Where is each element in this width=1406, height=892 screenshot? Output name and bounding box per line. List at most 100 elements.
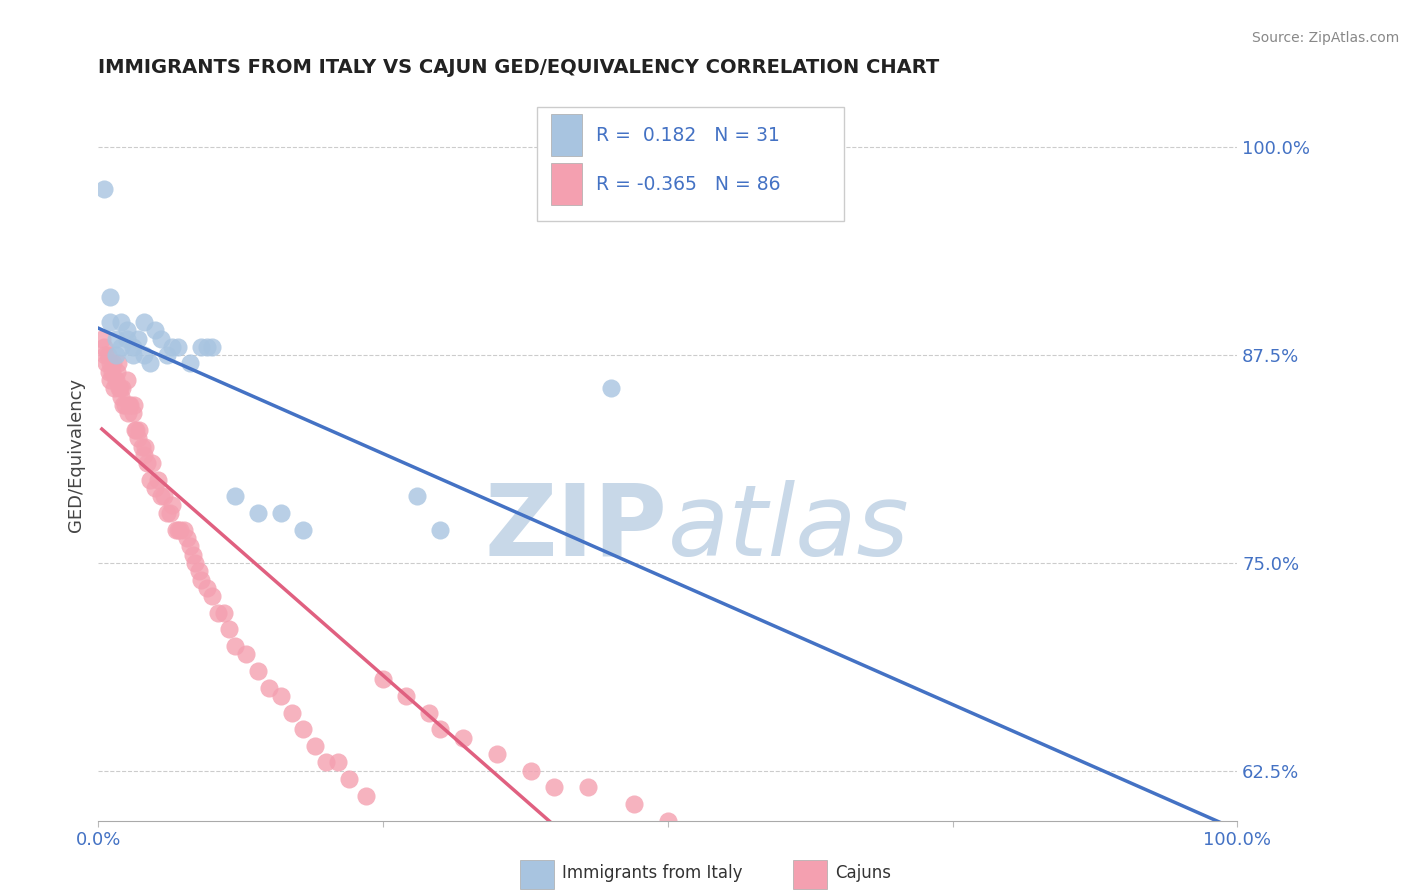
- Point: [195, 581, 218, 595]
- Point: [406, 490, 429, 504]
- Point: [520, 871, 543, 886]
- Point: [235, 648, 257, 662]
- Point: [145, 323, 167, 337]
- Point: [121, 340, 143, 354]
- Point: [162, 498, 184, 512]
- Point: [212, 606, 235, 620]
- Point: [121, 406, 143, 420]
- Point: [153, 490, 176, 504]
- Point: [371, 673, 394, 687]
- Point: [187, 564, 209, 578]
- Point: [107, 356, 129, 370]
- Point: [111, 381, 134, 395]
- Point: [156, 348, 179, 362]
- Point: [292, 523, 315, 537]
- Point: [104, 332, 127, 346]
- Point: [141, 456, 163, 470]
- Point: [136, 456, 159, 470]
- FancyBboxPatch shape: [520, 860, 554, 889]
- Point: [121, 348, 143, 362]
- Point: [176, 531, 198, 545]
- Point: [156, 506, 179, 520]
- Point: [770, 847, 793, 861]
- Point: [224, 490, 246, 504]
- Point: [520, 764, 543, 778]
- Point: [190, 573, 212, 587]
- Point: [429, 722, 451, 736]
- Point: [118, 398, 141, 412]
- Point: [110, 390, 132, 404]
- Point: [127, 332, 149, 346]
- Point: [159, 506, 181, 520]
- Point: [201, 589, 224, 603]
- Point: [304, 739, 326, 753]
- Point: [132, 315, 155, 329]
- Point: [132, 448, 155, 462]
- Point: [418, 706, 440, 720]
- Point: [167, 340, 190, 354]
- Point: [98, 356, 121, 370]
- FancyBboxPatch shape: [793, 860, 827, 889]
- Point: [218, 623, 240, 637]
- Point: [101, 365, 124, 379]
- Point: [108, 381, 131, 395]
- Point: [326, 756, 349, 770]
- Point: [150, 490, 173, 504]
- Point: [110, 315, 132, 329]
- Point: [150, 332, 173, 346]
- Point: [315, 756, 337, 770]
- Point: [131, 440, 153, 454]
- Text: IMMIGRANTS FROM ITALY VS CAJUN GED/EQUIVALENCY CORRELATION CHART: IMMIGRANTS FROM ITALY VS CAJUN GED/EQUIV…: [98, 57, 939, 77]
- FancyBboxPatch shape: [551, 163, 582, 205]
- Point: [127, 431, 149, 445]
- Point: [98, 373, 121, 387]
- Point: [115, 332, 138, 346]
- Point: [543, 780, 565, 795]
- Point: [93, 182, 115, 196]
- Point: [162, 340, 184, 354]
- Point: [207, 606, 229, 620]
- Point: [179, 356, 201, 370]
- Point: [146, 473, 169, 487]
- Point: [97, 365, 120, 379]
- Point: [565, 888, 588, 892]
- Point: [486, 747, 509, 761]
- Point: [600, 381, 623, 395]
- Point: [201, 340, 224, 354]
- Y-axis label: GED/Equivalency: GED/Equivalency: [67, 378, 86, 532]
- Point: [90, 332, 112, 346]
- Point: [195, 340, 218, 354]
- Point: [108, 381, 131, 395]
- Text: R = -0.365   N = 86: R = -0.365 N = 86: [596, 175, 780, 194]
- Point: [124, 423, 146, 437]
- Point: [169, 523, 191, 537]
- Text: Immigrants from Italy: Immigrants from Italy: [562, 864, 742, 882]
- Point: [395, 689, 418, 703]
- Point: [115, 373, 138, 387]
- Point: [138, 356, 160, 370]
- Point: [103, 356, 125, 370]
- Point: [623, 797, 645, 811]
- Point: [105, 365, 128, 379]
- Point: [120, 398, 142, 412]
- Point: [246, 664, 269, 678]
- Point: [103, 381, 125, 395]
- Text: Cajuns: Cajuns: [835, 864, 891, 882]
- Point: [110, 340, 132, 354]
- Point: [167, 523, 190, 537]
- Text: Source: ZipAtlas.com: Source: ZipAtlas.com: [1251, 31, 1399, 45]
- Point: [337, 772, 360, 786]
- Point: [94, 348, 117, 362]
- Point: [270, 689, 292, 703]
- Point: [259, 681, 281, 695]
- Text: atlas: atlas: [668, 480, 910, 576]
- Point: [224, 639, 246, 653]
- Point: [132, 348, 155, 362]
- Point: [134, 440, 156, 454]
- Point: [117, 406, 139, 420]
- Point: [98, 290, 121, 304]
- Point: [98, 315, 121, 329]
- Text: ZIP: ZIP: [485, 480, 668, 576]
- Point: [190, 340, 212, 354]
- Point: [104, 348, 127, 362]
